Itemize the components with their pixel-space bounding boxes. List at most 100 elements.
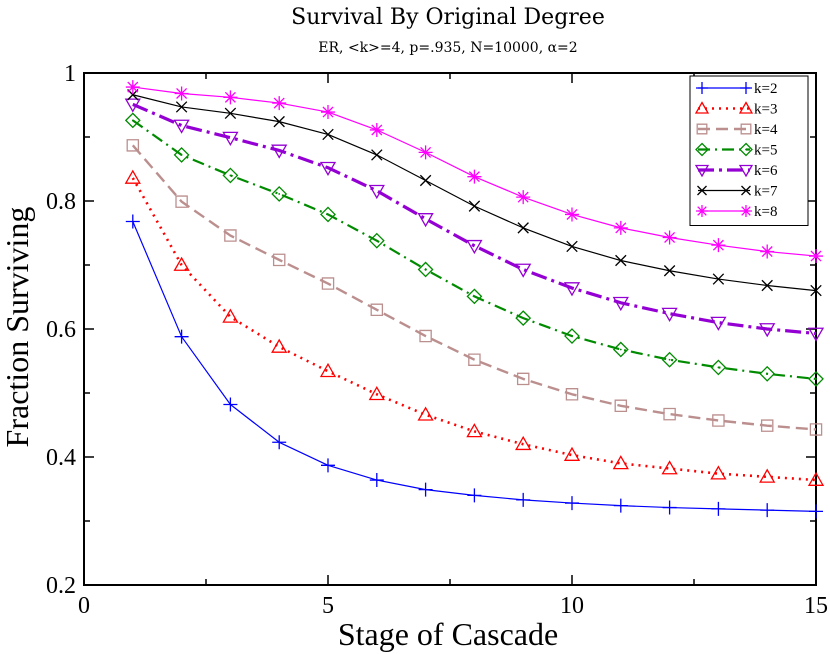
y-tick-label: 0.6 — [46, 317, 76, 343]
data-point — [515, 263, 532, 278]
legend: k=2 k=3 k=4 k=5 k=6 k=7 k=8 — [689, 75, 809, 226]
data-point — [613, 220, 628, 235]
data-point — [613, 498, 628, 513]
data-point — [125, 214, 140, 229]
data-point — [174, 86, 189, 101]
series-line — [131, 144, 817, 431]
data-point — [272, 435, 287, 450]
data-point — [322, 128, 334, 141]
data-point — [223, 90, 238, 105]
data-point — [124, 98, 141, 113]
data-point — [368, 184, 385, 200]
data-point-dot — [668, 358, 671, 361]
data-point — [808, 371, 824, 387]
data-point-dot — [815, 378, 817, 380]
data-point — [517, 222, 529, 234]
data-point — [663, 265, 676, 277]
data-point — [710, 465, 727, 480]
data-point — [809, 504, 823, 519]
data-point-dot — [717, 366, 720, 369]
data-point-dot — [375, 239, 378, 242]
data-point — [712, 414, 725, 427]
data-point — [710, 359, 727, 376]
data-point — [417, 213, 434, 228]
data-point — [224, 107, 237, 120]
data-point-dot — [473, 295, 476, 298]
y-tick-label: 0.2 — [46, 573, 76, 599]
data-point — [516, 372, 530, 386]
data-point-dot — [229, 174, 232, 177]
data-point — [565, 207, 579, 222]
data-point — [515, 310, 532, 327]
series-k=7 — [127, 89, 822, 297]
legend-label: k=8 — [754, 204, 777, 220]
legend-marker — [694, 164, 710, 178]
x-tick-label: 15 — [804, 593, 828, 619]
data-point — [419, 174, 432, 187]
x-tick-label: 0 — [78, 593, 90, 619]
series-k=5 — [124, 112, 824, 387]
data-point — [663, 407, 676, 421]
series-line — [132, 102, 817, 336]
legend-label: k=7 — [754, 184, 778, 200]
data-point — [565, 388, 579, 401]
data-point — [369, 122, 384, 137]
data-point — [124, 112, 141, 129]
legend-marker — [739, 142, 753, 157]
data-point — [271, 338, 288, 353]
data-point — [175, 195, 188, 208]
data-point — [271, 144, 288, 159]
legend-marker — [740, 123, 752, 135]
series-k=6 — [124, 98, 825, 342]
data-point — [564, 328, 580, 344]
data-point — [272, 253, 286, 267]
y-tick-label: 1 — [64, 61, 76, 87]
data-point — [370, 303, 384, 317]
data-point — [468, 200, 481, 212]
legend-label: k=3 — [754, 102, 777, 118]
data-point-dot — [131, 119, 134, 122]
data-point — [417, 261, 434, 278]
legend-label: k=5 — [754, 143, 777, 159]
legend-marker — [694, 101, 710, 114]
data-point — [566, 240, 578, 253]
data-point — [173, 256, 190, 271]
data-point — [809, 423, 823, 436]
data-point — [760, 503, 775, 518]
data-point — [467, 169, 482, 184]
data-point — [661, 307, 678, 322]
x-axis-label: Stage of Cascade — [338, 616, 558, 652]
legend-marker-dot — [745, 148, 747, 151]
series-line — [131, 177, 817, 482]
data-point — [761, 279, 773, 292]
data-point — [418, 482, 433, 497]
data-point — [662, 230, 677, 245]
data-point — [369, 473, 384, 488]
data-point — [612, 455, 629, 470]
data-point — [661, 460, 678, 475]
legend-marker — [741, 185, 751, 196]
series-k=4 — [126, 139, 823, 436]
data-point — [418, 145, 433, 160]
legend-box — [689, 75, 809, 226]
data-point — [173, 147, 190, 163]
legend-marker-dot — [701, 148, 703, 151]
data-point — [222, 308, 239, 323]
legend-label: k=6 — [754, 163, 778, 179]
legend-marker — [697, 185, 707, 196]
series-k=3 — [124, 169, 825, 486]
data-point — [614, 399, 628, 413]
data-point — [712, 273, 725, 285]
series-k=8 — [125, 80, 823, 264]
data-point — [563, 446, 581, 461]
legend-marker — [738, 164, 754, 178]
data-point — [759, 468, 776, 483]
data-point — [224, 229, 237, 242]
data-point — [467, 488, 482, 503]
data-point — [321, 277, 335, 290]
data-point — [810, 284, 822, 297]
legend-label: k=2 — [754, 81, 777, 97]
data-point — [273, 115, 285, 128]
data-point-dot — [619, 348, 622, 351]
